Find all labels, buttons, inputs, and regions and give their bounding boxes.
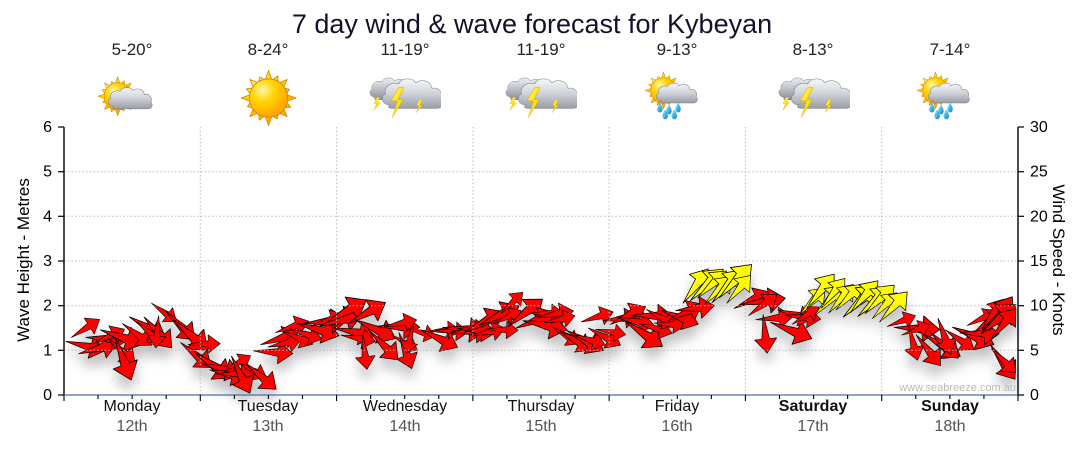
svg-text:25: 25 — [1030, 164, 1048, 181]
svg-text:6: 6 — [43, 119, 52, 136]
svg-text:3: 3 — [43, 253, 52, 270]
svg-text:10: 10 — [1030, 298, 1048, 315]
svg-text:20: 20 — [1030, 208, 1048, 225]
svg-text:4: 4 — [43, 208, 52, 225]
svg-text:30: 30 — [1030, 119, 1048, 136]
svg-text:0: 0 — [1030, 387, 1039, 404]
svg-text:15: 15 — [1030, 253, 1048, 270]
svg-text:5: 5 — [43, 164, 52, 181]
svg-text:2: 2 — [43, 298, 52, 315]
svg-text:0: 0 — [43, 387, 52, 404]
svg-text:5: 5 — [1030, 342, 1039, 359]
svg-text:1: 1 — [43, 342, 52, 359]
